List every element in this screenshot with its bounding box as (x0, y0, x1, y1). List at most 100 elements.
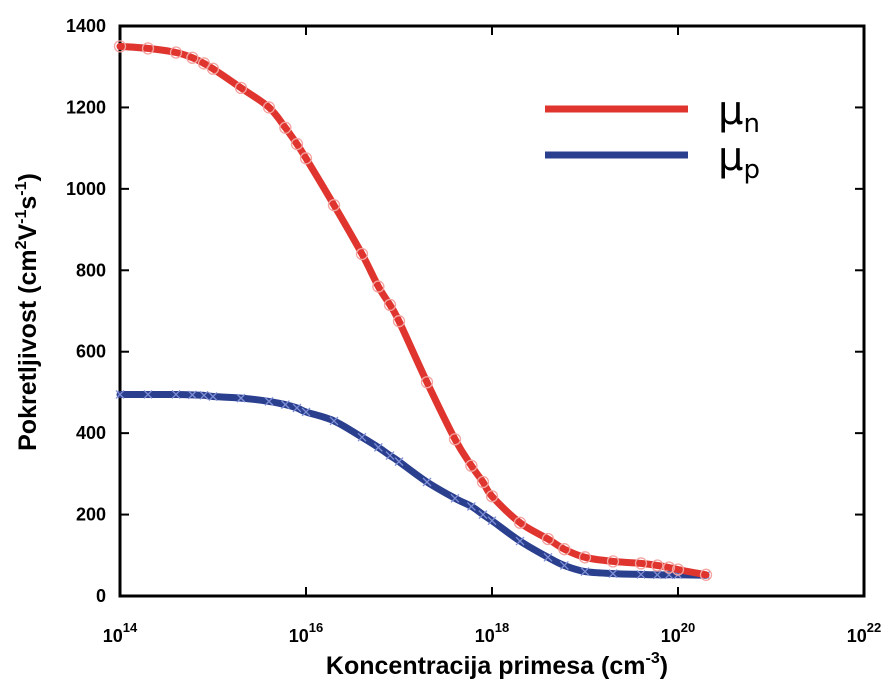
y-tick-label: 1400 (66, 16, 106, 36)
data-point (143, 390, 153, 399)
data-point (422, 477, 432, 487)
x-tick-base: 10 (103, 626, 123, 646)
data-point (487, 516, 497, 526)
data-point (541, 532, 555, 546)
axis-ticks (119, 25, 865, 597)
data-point (652, 570, 662, 580)
x-tick-label: 1016 (289, 620, 324, 646)
legend-label-mu-p: μp (718, 134, 760, 185)
data-point (290, 137, 304, 151)
data-point (466, 501, 476, 511)
data-point (171, 390, 181, 399)
data-point (236, 393, 246, 403)
data-point (199, 390, 209, 400)
data-point (187, 390, 197, 400)
x-tick-label: 1018 (475, 620, 510, 646)
x-axis-title-sup: -3 (646, 650, 660, 667)
series-line (116, 390, 710, 579)
x-tick-base: 10 (847, 626, 867, 646)
data-point (372, 280, 385, 293)
y-tick-label: 400 (76, 423, 106, 443)
data-point (262, 101, 276, 114)
y-tick-label: 1200 (66, 97, 106, 117)
x-tick-exponent: 20 (681, 620, 695, 635)
data-point (515, 536, 525, 546)
data-point (392, 315, 406, 328)
x-tick-label: 1022 (847, 620, 882, 646)
data-point (448, 433, 462, 446)
data-point (699, 568, 713, 581)
legend-label-mu-n: μn (718, 88, 760, 139)
data-point (513, 516, 527, 529)
y-tick-label: 200 (76, 505, 106, 525)
y-axis-title-text: s (14, 196, 42, 210)
data-point (264, 396, 274, 406)
data-point (279, 121, 292, 134)
legend-subscript-mu-p: p (743, 155, 760, 185)
legend-symbol-mu-p: μ (718, 134, 743, 180)
data-point (141, 42, 155, 55)
data-point (301, 407, 311, 417)
y-tick-label: 0 (96, 586, 106, 606)
x-tick-base: 10 (289, 626, 309, 646)
x-tick-label: 1014 (103, 620, 138, 646)
data-point (299, 152, 313, 165)
x-tick-exponent: 18 (495, 620, 509, 635)
data-point (543, 552, 553, 562)
data-point (385, 451, 395, 460)
data-point (329, 416, 339, 426)
data-point (671, 563, 685, 576)
data-point (559, 561, 569, 570)
data-point (478, 510, 488, 520)
x-tick-label: 1020 (661, 620, 696, 646)
data-point (357, 432, 367, 442)
data-point (634, 557, 648, 570)
data-point (580, 567, 590, 577)
x-tick-labels: 1014 1016 1018 1020 1022 (103, 620, 882, 646)
series-line (116, 42, 710, 579)
data-point (578, 551, 592, 564)
data-point (327, 198, 341, 212)
data-point (608, 569, 618, 579)
data-point (292, 403, 302, 413)
data-point (208, 392, 218, 401)
x-axis-title: Koncentracija primesa (cm-3) (326, 650, 668, 680)
series-μn (113, 40, 713, 581)
y-tick-label: 1000 (66, 179, 106, 199)
x-tick-base: 10 (475, 626, 495, 646)
data-point (234, 81, 248, 95)
series-μp (115, 390, 711, 580)
x-tick-exponent: 22 (867, 620, 881, 635)
legend-subscript-mu-n: n (743, 109, 759, 139)
data-point (355, 247, 369, 261)
data-point (186, 51, 199, 64)
x-axis-title-tail: ) (660, 652, 668, 680)
legend: μn μp (545, 88, 760, 185)
data-point (394, 457, 404, 467)
data-point (636, 569, 646, 579)
data-point (383, 298, 397, 312)
data-point (450, 493, 460, 503)
x-tick-exponent: 14 (123, 620, 138, 635)
data-point (373, 442, 383, 452)
x-axis-title-text: Koncentracija primesa (cm (326, 652, 646, 680)
data-point (606, 555, 620, 568)
data-point (115, 390, 125, 399)
data-point (651, 559, 664, 572)
data-point (465, 459, 478, 472)
y-axis-title-sup: 2 (13, 240, 30, 249)
data-point (113, 40, 127, 53)
data-point (169, 46, 183, 59)
y-axis-title-sup: -1 (13, 181, 30, 195)
y-tick-labels: 0 200 400 600 800 1000 1200 1400 (66, 16, 106, 606)
data-point (280, 400, 290, 410)
y-axis-title-text: Pokretljivost (cm (14, 249, 42, 450)
data-point (485, 490, 499, 503)
data-point (476, 475, 490, 489)
y-axis-title-sup: -1 (13, 210, 30, 224)
data-point (558, 543, 571, 556)
y-axis-title-text: V (14, 224, 42, 241)
data-point (420, 376, 434, 389)
series-layer (113, 40, 713, 581)
